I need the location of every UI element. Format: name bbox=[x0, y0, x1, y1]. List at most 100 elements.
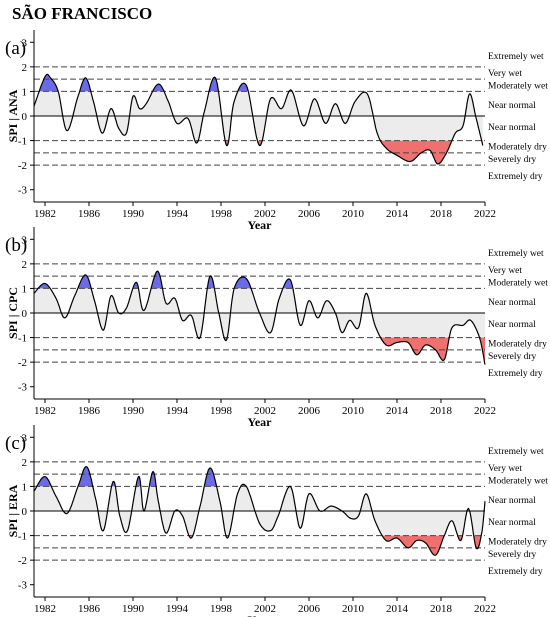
spi-series-line bbox=[33, 73, 484, 165]
x-tick-label: 2006 bbox=[298, 405, 321, 417]
x-tick-label: 2010 bbox=[342, 603, 365, 615]
y-tick-label: 3 bbox=[22, 432, 28, 444]
x-tick-label: 1994 bbox=[166, 405, 189, 417]
y-tick-label: -3 bbox=[18, 185, 28, 197]
y-tick-label: -2 bbox=[18, 357, 27, 369]
y-tick-label: -1 bbox=[18, 136, 27, 148]
category-label: Near normal bbox=[488, 123, 536, 133]
y-tick-label: 1 bbox=[22, 283, 28, 295]
x-tick-label: 1994 bbox=[166, 603, 189, 615]
spi-panel-2: -3 -2 -1 0 1 2 3 1982 1986 1990 1994 1998 2002 2006 20… bbox=[5, 425, 548, 617]
y-tick-label: 2 bbox=[22, 457, 28, 469]
x-tick-label: 2014 bbox=[386, 208, 409, 220]
panel-label: (a) bbox=[5, 38, 26, 59]
wet-fill bbox=[36, 466, 291, 487]
x-tick-label: 1982 bbox=[34, 405, 56, 417]
x-tick-label: 1982 bbox=[34, 603, 56, 615]
y-tick-label: -3 bbox=[18, 382, 28, 394]
category-label: Extremely dry bbox=[488, 567, 543, 577]
panel-label: (b) bbox=[5, 235, 27, 256]
y-tick-label: 1 bbox=[22, 86, 28, 98]
category-label: Moderately dry bbox=[488, 340, 547, 350]
y-tick-label: 3 bbox=[22, 234, 28, 246]
x-tick-label: 2022 bbox=[474, 603, 496, 615]
category-label: Extremely dry bbox=[488, 172, 543, 182]
y-tick-label: 0 bbox=[22, 506, 28, 518]
x-tick-label: 1986 bbox=[78, 405, 101, 417]
category-label: Near normal bbox=[488, 496, 536, 506]
x-tick-label: 1998 bbox=[210, 603, 233, 615]
x-tick-label: 1990 bbox=[122, 603, 145, 615]
x-tick-label: 2002 bbox=[254, 603, 276, 615]
x-tick-label: 2018 bbox=[430, 603, 453, 615]
x-tick-label: 1990 bbox=[122, 208, 145, 220]
y-tick-label: -2 bbox=[18, 160, 27, 172]
category-label: Severely dry bbox=[488, 155, 537, 165]
x-axis-label: Year bbox=[248, 415, 273, 429]
y-tick-label: -3 bbox=[18, 580, 28, 592]
x-tick-label: 1986 bbox=[78, 208, 101, 220]
dry-fill bbox=[188, 535, 482, 556]
x-tick-label: 1994 bbox=[166, 208, 189, 220]
y-axis-label: SPI | CPC bbox=[6, 287, 20, 339]
spi-series-line bbox=[33, 270, 486, 365]
category-label: Near normal bbox=[488, 101, 536, 111]
x-tick-label: 2010 bbox=[342, 208, 365, 220]
chart-main-title: SÃO FRANCISCO bbox=[12, 4, 153, 23]
category-label: Near normal bbox=[488, 320, 536, 330]
y-tick-label: -1 bbox=[18, 531, 27, 543]
y-tick-label: 1 bbox=[22, 481, 28, 493]
category-label: Near normal bbox=[488, 298, 536, 308]
dry-fill bbox=[194, 140, 483, 164]
category-label: Extremely wet bbox=[488, 52, 544, 62]
x-tick-label: 2010 bbox=[342, 405, 365, 417]
category-label: Severely dry bbox=[488, 550, 537, 560]
panel-label: (c) bbox=[5, 433, 26, 454]
x-tick-label: 2018 bbox=[430, 208, 453, 220]
x-tick-label: 1990 bbox=[122, 405, 145, 417]
wet-fill bbox=[38, 271, 293, 289]
y-tick-label: 2 bbox=[22, 259, 28, 271]
y-tick-label: 0 bbox=[22, 111, 28, 123]
spi-panel-0: -3 -2 -1 0 1 2 3 1982 1986 1990 1994 1998 2002 2006 20… bbox=[5, 30, 548, 232]
category-label: Very wet bbox=[488, 266, 522, 276]
x-tick-label: 2022 bbox=[474, 405, 496, 417]
category-label: Very wet bbox=[488, 464, 522, 474]
category-label: Near normal bbox=[488, 518, 536, 528]
dry-fill bbox=[197, 337, 485, 365]
category-label: Moderately dry bbox=[488, 143, 547, 153]
x-axis-label: Year bbox=[248, 613, 273, 617]
category-label: Moderately dry bbox=[488, 538, 547, 548]
y-tick-label: 3 bbox=[22, 37, 28, 49]
y-axis-label: SPI | ERA bbox=[6, 484, 20, 537]
category-label: Very wet bbox=[488, 69, 522, 79]
x-tick-label: 1998 bbox=[210, 405, 233, 417]
y-axis-label: SPI | ANA bbox=[6, 89, 20, 142]
y-tick-label: 2 bbox=[22, 62, 28, 74]
x-tick-label: 2002 bbox=[254, 405, 276, 417]
x-tick-label: 2006 bbox=[298, 603, 321, 615]
x-tick-label: 2022 bbox=[474, 208, 496, 220]
y-tick-label: -1 bbox=[18, 333, 27, 345]
spi-series-line bbox=[33, 465, 486, 556]
x-tick-label: 1982 bbox=[34, 208, 56, 220]
category-label: Severely dry bbox=[488, 352, 537, 362]
category-label: Moderately wet bbox=[488, 278, 548, 288]
x-tick-label: 2018 bbox=[430, 405, 453, 417]
x-tick-label: 2002 bbox=[254, 208, 276, 220]
category-label: Extremely wet bbox=[488, 249, 544, 259]
x-tick-label: 1998 bbox=[210, 208, 233, 220]
x-tick-label: 2014 bbox=[386, 405, 409, 417]
category-label: Moderately wet bbox=[488, 81, 548, 91]
x-tick-label: 2006 bbox=[298, 208, 321, 220]
x-tick-label: 1986 bbox=[78, 603, 101, 615]
category-label: Extremely dry bbox=[488, 369, 543, 379]
category-label: Moderately wet bbox=[488, 476, 548, 486]
spi-panel-1: -3 -2 -1 0 1 2 3 1982 1986 1990 1994 1998 2002 2006 20… bbox=[5, 227, 548, 429]
category-label: Extremely wet bbox=[488, 447, 544, 457]
y-tick-label: 0 bbox=[22, 308, 28, 320]
x-axis-label: Year bbox=[248, 218, 273, 232]
y-tick-label: -2 bbox=[18, 555, 27, 567]
x-tick-label: 2014 bbox=[386, 603, 409, 615]
